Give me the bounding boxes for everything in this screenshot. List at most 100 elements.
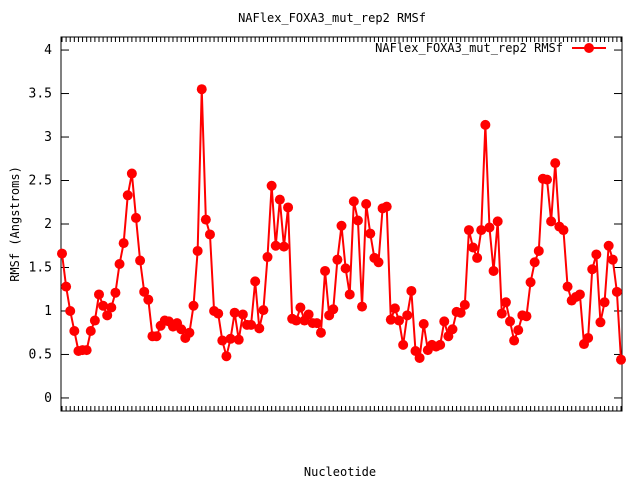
data-point <box>246 319 257 330</box>
legend: NAFlex_FOXA3_mut_rep2 RMSf <box>375 41 606 55</box>
data-point <box>340 263 351 274</box>
data-point <box>283 202 294 213</box>
data-point <box>365 228 376 239</box>
data-point <box>455 307 466 318</box>
data-point <box>93 289 104 300</box>
data-point <box>550 158 561 169</box>
data-point <box>406 285 417 296</box>
data-point <box>65 305 76 316</box>
data-point <box>348 196 359 207</box>
data-point <box>196 84 207 95</box>
data-point <box>509 335 520 346</box>
legend-marker <box>584 43 594 53</box>
y-tick-label: 3.5 <box>29 87 52 102</box>
data-point <box>176 324 187 335</box>
data-point <box>533 245 544 256</box>
data-point <box>476 225 487 236</box>
data-point <box>439 316 450 327</box>
data-point <box>225 333 236 344</box>
data-point <box>352 215 363 226</box>
legend-label: NAFlex_FOXA3_mut_rep2 RMSf <box>375 41 563 55</box>
y-axis-label: RMSf (Angstroms) <box>8 166 22 282</box>
data-point <box>574 289 585 300</box>
data-point <box>595 317 606 328</box>
data-point <box>463 225 474 236</box>
data-point <box>204 229 215 240</box>
data-point <box>500 297 511 308</box>
data-point <box>385 314 396 325</box>
data-point <box>229 307 240 318</box>
data-point <box>472 252 483 263</box>
data-point <box>414 352 425 363</box>
data-point <box>85 325 96 336</box>
data-point <box>213 308 224 319</box>
data-point <box>262 252 273 263</box>
y-tick-label: 3 <box>44 130 52 145</box>
data-point <box>529 257 540 268</box>
data-point <box>139 286 150 297</box>
data-point <box>266 180 277 191</box>
data-point <box>61 281 72 292</box>
data-point <box>459 299 470 310</box>
data-point <box>122 190 133 201</box>
data-point <box>496 308 507 319</box>
data-point <box>270 240 281 251</box>
data-point <box>361 199 372 209</box>
y-tick-label: 0.5 <box>29 347 52 362</box>
data-point <box>505 316 516 327</box>
data-point <box>513 325 524 336</box>
data-point <box>521 311 532 322</box>
data-point <box>274 194 285 205</box>
data-point <box>200 214 211 225</box>
y-tick-label: 2.5 <box>29 174 52 189</box>
data-point <box>525 277 536 288</box>
data-point <box>57 248 67 259</box>
data-point <box>447 324 458 335</box>
data-point <box>151 331 162 342</box>
data-point <box>418 319 429 330</box>
data-point <box>546 216 557 227</box>
data-point <box>291 315 302 326</box>
y-tick-label: 4 <box>44 43 52 58</box>
data-point <box>562 281 573 292</box>
data-point <box>114 259 125 270</box>
data-point <box>480 119 491 130</box>
data-point <box>435 339 446 350</box>
data-point <box>381 201 392 212</box>
data-point <box>394 315 405 326</box>
data-point <box>336 220 347 231</box>
data-point <box>558 225 569 236</box>
data-point <box>258 305 269 316</box>
x-axis-label: Nucleotide <box>304 465 376 479</box>
data-point <box>389 303 400 314</box>
data-point <box>603 240 614 251</box>
data-point <box>69 325 80 336</box>
data-point <box>320 265 331 276</box>
data-point <box>344 289 355 300</box>
data-point <box>484 222 495 233</box>
data-point <box>492 216 503 227</box>
data-point <box>402 310 413 321</box>
data-point <box>250 276 261 287</box>
chart-title: NAFlex_FOXA3_mut_rep2 RMSf <box>238 11 426 25</box>
data-point <box>89 315 100 326</box>
data-point <box>311 318 322 329</box>
data-point <box>102 310 113 321</box>
y-tick-label: 0 <box>44 391 52 406</box>
data-point <box>599 297 610 308</box>
data-point <box>295 302 306 313</box>
y-tick-label: 2 <box>44 217 52 232</box>
data-point <box>591 249 602 260</box>
data-point <box>583 332 594 343</box>
y-tick-label: 1.5 <box>29 260 52 275</box>
data-point <box>278 241 289 252</box>
y-axis: 0 0.5 1 1.5 2 2.5 3 3.5 4 <box>29 43 622 406</box>
data-point <box>184 327 195 338</box>
data-point <box>221 351 232 362</box>
data-point <box>616 354 626 365</box>
data-point <box>332 254 343 265</box>
data-point <box>217 335 228 346</box>
data-point <box>587 264 598 275</box>
x-axis <box>61 37 622 411</box>
